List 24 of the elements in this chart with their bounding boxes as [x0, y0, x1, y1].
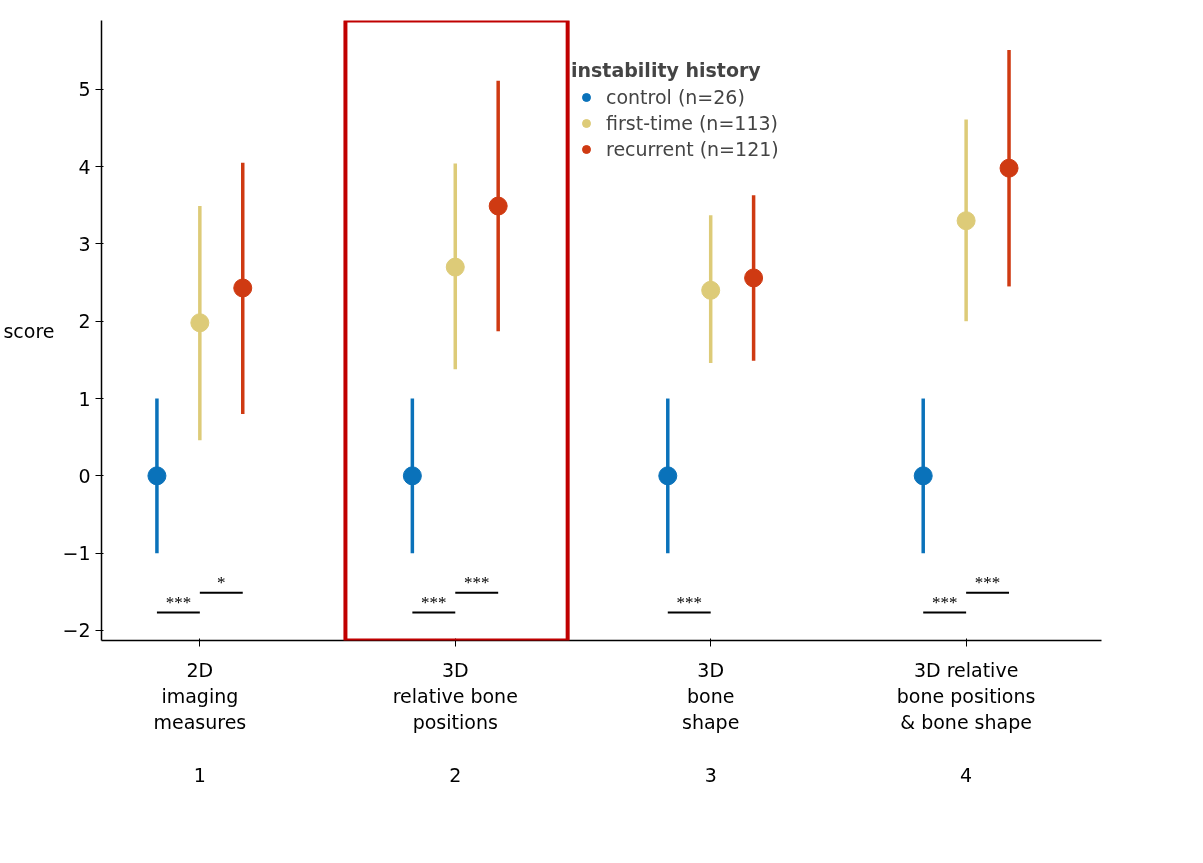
annotation: *** — [676, 592, 702, 612]
legend-title: instability history — [571, 59, 762, 81]
y-axis-title: score — [3, 319, 55, 342]
y-tick-label: 5 — [78, 78, 91, 101]
legend-label: control (n=26) — [606, 86, 745, 108]
annotation: *** — [165, 592, 192, 612]
category-label: 3D bone shape 3 — [682, 658, 740, 787]
y-tick-label: 3 — [78, 232, 91, 255]
y-tick-label: −1 — [62, 542, 91, 565]
annotation: *** — [463, 572, 490, 592]
legend-label: first-time (n=113) — [606, 112, 779, 134]
y-tick-label: 1 — [78, 387, 91, 410]
y-tick-label: 0 — [78, 464, 91, 487]
annotation: *** — [931, 592, 958, 612]
category-label: 3D relative bone positions & bone shape 4 — [896, 658, 1036, 787]
annotation: *** — [421, 592, 447, 612]
annotation: * — [217, 572, 226, 592]
category-label: 3D relative bone positions 2 — [392, 658, 518, 787]
legend-label: recurrent (n=121) — [606, 138, 779, 160]
y-tick-label: −2 — [62, 619, 91, 642]
y-tick-label: 2 — [78, 310, 91, 333]
y-tick-label: 4 — [78, 155, 91, 178]
annotation: *** — [974, 572, 1001, 592]
category-label: 2D imaging measures 1 — [153, 658, 247, 787]
